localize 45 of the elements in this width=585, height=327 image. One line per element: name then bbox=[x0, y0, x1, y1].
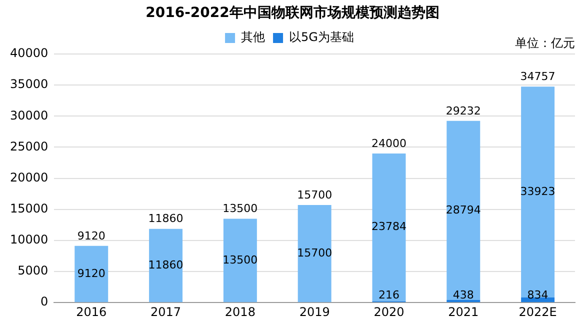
x-tick-label: 2017 bbox=[150, 304, 182, 319]
bar bbox=[521, 86, 555, 298]
x-tick-label: 2022E bbox=[518, 304, 557, 319]
bar bbox=[298, 205, 332, 302]
y-tick-label: 5000 bbox=[18, 264, 48, 278]
total-label: 11860 bbox=[148, 212, 184, 226]
data-label: 11860 bbox=[148, 258, 184, 272]
total-label: 9120 bbox=[77, 229, 106, 242]
total-label: 15700 bbox=[297, 188, 332, 202]
data-label: 23784 bbox=[371, 220, 406, 234]
y-tick-label: 40000 bbox=[10, 46, 48, 60]
bar bbox=[149, 228, 183, 302]
x-tick-label: 2021 bbox=[448, 304, 479, 319]
total-label: 13500 bbox=[222, 202, 258, 216]
legend-label: 其他 bbox=[241, 30, 266, 44]
data-label: 15700 bbox=[297, 246, 332, 260]
data-label: 216 bbox=[378, 288, 400, 302]
data-label: 13500 bbox=[222, 253, 258, 266]
x-tick-label: 2018 bbox=[224, 304, 256, 319]
data-label: 33923 bbox=[520, 184, 556, 198]
y-tick-label: 20000 bbox=[10, 170, 48, 184]
total-label: 34757 bbox=[520, 70, 556, 83]
chart-title: 2016-2022年中国物联网市场规模预测趋势图 bbox=[144, 4, 440, 23]
y-tick-label: 30000 bbox=[10, 108, 48, 122]
bar bbox=[372, 153, 406, 302]
x-tick-label: 2020 bbox=[374, 304, 404, 319]
data-label: 438 bbox=[452, 288, 474, 302]
y-tick-label: 0 bbox=[40, 294, 48, 309]
total-label: 29232 bbox=[446, 104, 481, 118]
y-tick-label: 25000 bbox=[10, 139, 48, 154]
data-label: 834 bbox=[527, 288, 548, 302]
bar bbox=[446, 300, 480, 302]
x-tick-label: 2016 bbox=[76, 304, 107, 319]
y-tick-label: 35000 bbox=[10, 77, 48, 92]
bar bbox=[74, 246, 108, 302]
data-label: 28794 bbox=[446, 203, 481, 216]
text: 单位：亿元 bbox=[515, 36, 575, 50]
y-tick-label: 15000 bbox=[10, 202, 48, 216]
y-tick-label: 10000 bbox=[10, 232, 48, 247]
data-label: 9120 bbox=[77, 266, 106, 280]
total-label: 24000 bbox=[371, 136, 406, 150]
bar bbox=[446, 120, 480, 300]
legend-label: 以5G为基础 bbox=[289, 30, 354, 44]
bar bbox=[223, 218, 257, 302]
x-tick-label: 2019 bbox=[299, 304, 330, 319]
